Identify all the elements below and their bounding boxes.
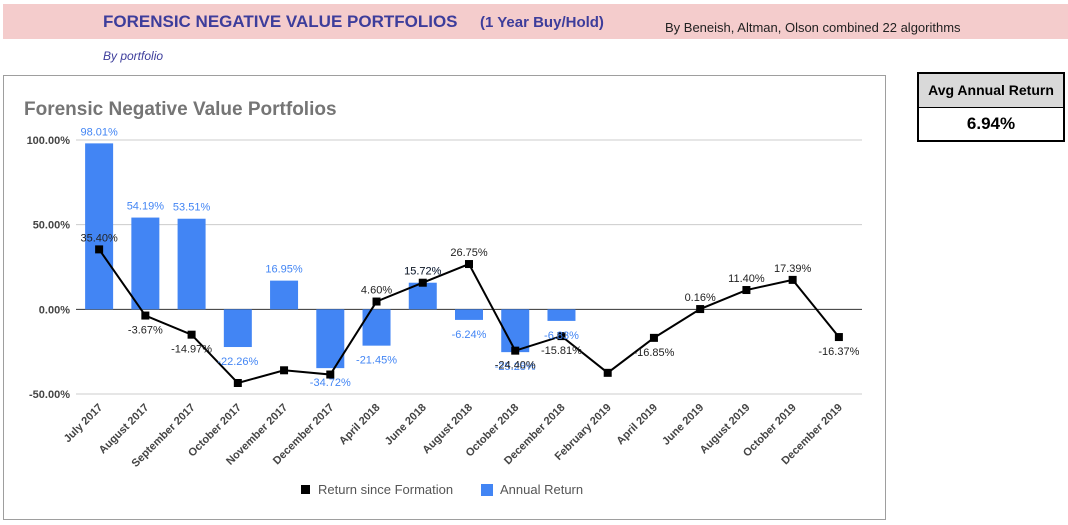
bar-data-label: 98.01% [80,126,118,138]
legend-marker-line [301,485,310,494]
line-data-label: -16.85% [633,347,674,359]
bar-data-label: -22.26% [217,356,258,368]
y-tick-label: 0.00% [39,304,70,316]
line-point [465,260,473,269]
line-data-label: -3.67% [128,325,163,337]
kpi-label: Avg Annual Return [919,74,1063,108]
line-point [187,330,196,339]
x-tick-label: June 2019 [660,402,706,448]
line-data-label: -24.40% [495,360,536,372]
bar [455,309,483,320]
kpi-value: 6.94% [966,114,1016,133]
line-data-label: -16.37% [818,346,859,358]
chart-title: Forensic Negative Value Portfolios [24,99,337,120]
bar-data-label: -21.45% [356,355,397,367]
header-banner [3,4,1068,39]
bar [501,309,530,353]
y-tick-label: 100.00% [27,135,71,147]
line-data-label: 26.75% [450,247,488,259]
y-tick-label: 50.00% [33,220,71,232]
bar [131,217,160,310]
line-point [696,305,705,314]
bar-data-label: -34.72% [310,377,351,389]
bar-data-label: -6.83% [544,330,579,342]
line-point [280,366,289,375]
line-data-label: 15.72% [404,266,442,278]
line-point [95,245,104,254]
line-data-label: -14.97% [171,344,212,356]
line-point [788,275,797,284]
line-data-label: 17.39% [774,263,812,275]
bar-data-label: 53.51% [173,202,211,214]
line-data-label: -15.81% [541,345,582,357]
y-tick-label: -50.00% [29,389,70,401]
x-tick-label: June 2018 [383,402,429,448]
line-point [372,297,381,306]
line-point [418,278,427,287]
bar-data-label: -6.24% [452,329,487,341]
chart-container: Forensic Negative Value Portfolios 100.00… [3,75,886,520]
avg-annual-return-card: Avg Annual Return 6.94% [917,72,1065,142]
byline: By Beneish, Altman, Olson combined 22 al… [665,20,961,35]
page-title: FORENSIC NEGATIVE VALUE PORTFOLIOS [103,12,458,31]
legend-marker-bar [481,484,493,496]
bar [223,309,252,348]
bar [85,143,114,310]
line-point [141,311,150,320]
line-point [326,370,335,379]
combo-chart: Forensic Negative Value Portfolios 100.00… [24,99,862,497]
line-point [511,346,520,355]
bar-data-label: 16.95% [265,264,303,276]
bar [362,309,391,346]
bar [547,309,576,321]
page-subtitle: (1 Year Buy/Hold) [480,14,604,31]
x-tick-label: July 2017 [62,402,106,446]
bar [270,280,299,310]
bar [177,218,206,310]
line-data-label: 4.60% [361,285,392,297]
x-tick-label: April 2019 [614,402,660,448]
legend-label-bar: Annual Return [500,482,583,497]
bar-data-label: 15.72% [404,266,442,278]
x-tick-label: April 2018 [337,402,383,448]
bar-data-label: 54.19% [127,201,165,213]
line-data-label: 35.40% [80,232,118,244]
line-point [603,368,612,377]
line-point [834,333,843,342]
by-portfolio-label: By portfolio [103,49,164,63]
line-point [649,333,658,342]
line-point [557,332,566,341]
line-data-label: 0.16% [685,292,716,304]
legend-label-line: Return since Formation [318,482,453,497]
line-point [233,378,242,387]
bar-data-label: -25.28% [495,361,536,373]
line-data-label: 11.40% [728,273,765,285]
line-point [742,286,751,295]
